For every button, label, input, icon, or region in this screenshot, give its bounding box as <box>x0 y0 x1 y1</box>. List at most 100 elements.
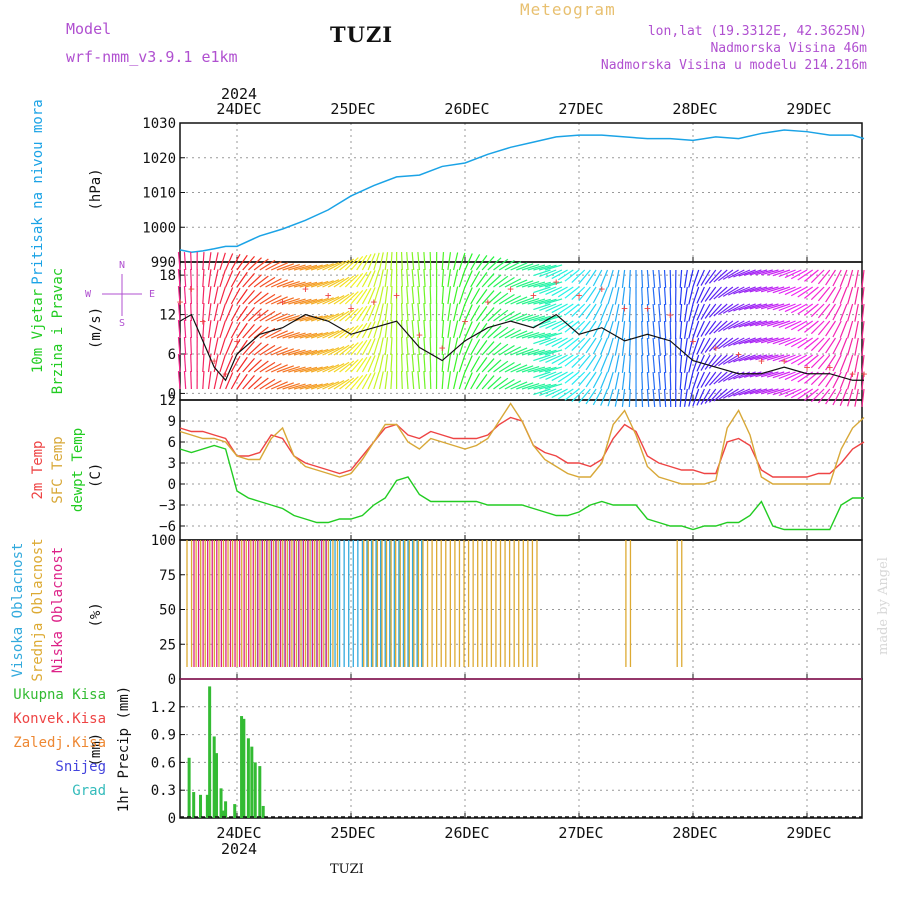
wind-barb <box>538 281 557 288</box>
wind-barb <box>510 330 528 339</box>
wind-barb <box>832 286 842 304</box>
wind-barb <box>276 382 294 390</box>
gust-marker: + <box>530 289 537 302</box>
wind-barb <box>578 371 591 387</box>
wind-barb <box>259 361 276 373</box>
wind-barb <box>804 286 819 299</box>
wind-barb <box>247 274 262 288</box>
y-tick-label: 990 <box>151 255 176 271</box>
wind-barb <box>663 354 667 374</box>
wind-barb <box>692 303 700 322</box>
compass-n: N <box>119 260 125 271</box>
wind-barb <box>527 383 546 390</box>
wind-barb <box>628 286 631 306</box>
wind-barb <box>270 364 288 373</box>
wind-barb <box>504 329 522 339</box>
date-label-bottom: 29DEC <box>786 824 831 842</box>
wind-barb <box>810 303 825 318</box>
wind-barb <box>510 313 528 322</box>
wind-barb <box>384 371 389 390</box>
y-tick-label: 12 <box>159 393 176 409</box>
wind-barb <box>447 252 452 271</box>
wind-barb <box>384 303 389 322</box>
wind-barb <box>658 303 661 322</box>
wind-barb <box>527 281 546 288</box>
wind-barb <box>760 354 779 361</box>
wind-barb <box>288 264 306 271</box>
wind-barb <box>516 314 534 322</box>
wind-barb <box>339 309 355 322</box>
wind-barb <box>423 354 426 373</box>
wind-barb <box>839 320 848 338</box>
wind-barb <box>621 303 626 322</box>
wind-barb <box>825 286 837 303</box>
wind-barb <box>177 371 181 390</box>
wind-barb <box>429 268 432 288</box>
wind-barb <box>225 253 234 271</box>
wind-barb <box>475 340 488 356</box>
y-tick-label: 75 <box>159 568 176 584</box>
wind-barb <box>453 320 459 339</box>
wind-barb <box>722 269 739 280</box>
wind-barb <box>333 259 350 271</box>
wind-barb <box>350 255 364 271</box>
wind-barb <box>183 269 187 288</box>
wind-barb <box>417 286 420 305</box>
precip-bar <box>250 746 254 818</box>
wind-barb <box>236 373 248 390</box>
wind-barb <box>207 303 212 322</box>
date-label-bottom: 26DEC <box>444 824 489 842</box>
wind-barb <box>778 286 796 295</box>
wind-barb <box>778 320 796 329</box>
wind-barb <box>692 320 700 339</box>
wind-barb <box>207 269 212 288</box>
wind-barb <box>527 349 546 356</box>
elevation-label: Nadmorska Visina 46m <box>710 41 867 56</box>
wind-barb <box>766 337 785 344</box>
wind-barb <box>504 295 522 305</box>
wind-barb <box>305 298 323 305</box>
wind-barb <box>621 388 626 407</box>
wind-barb <box>557 371 574 383</box>
wind-barb <box>790 388 808 399</box>
wind-barb <box>804 337 819 350</box>
wind-barb <box>190 268 192 288</box>
wind-barb <box>533 298 551 305</box>
compass-s: S <box>119 318 125 329</box>
wind-barb <box>225 372 234 390</box>
wind-barb <box>236 288 248 305</box>
wind-barb <box>276 280 294 288</box>
precip-legend-item: Snijeg <box>55 759 106 775</box>
wind-barb <box>406 371 409 390</box>
wind-barb <box>378 252 384 271</box>
wind-barb <box>344 291 359 305</box>
wind-barb <box>692 388 700 407</box>
wind-barb <box>564 286 580 299</box>
wind-barb <box>538 332 557 339</box>
wind-barb <box>299 366 318 373</box>
wind-barb <box>207 337 212 356</box>
wind-barb <box>592 371 603 389</box>
wind-barb <box>790 354 808 365</box>
wind-barb <box>749 269 768 276</box>
wind-barb <box>817 388 831 404</box>
wind-barb <box>282 348 300 356</box>
footer-station: TUZI <box>330 862 364 877</box>
wind-barb <box>663 371 667 391</box>
precip-bar <box>219 788 223 818</box>
wind-axis-label-1: 10m Vjetar <box>30 289 46 373</box>
year-label-bottom: 2024 <box>221 840 257 858</box>
wind-barb <box>713 354 728 368</box>
wind-barb <box>744 269 762 276</box>
wind-barb <box>772 388 791 396</box>
wind-barb <box>487 291 502 305</box>
wind-barb <box>658 388 661 407</box>
wind-barb <box>571 337 586 351</box>
wind-barb <box>361 372 372 390</box>
wind-barb <box>755 371 773 378</box>
wind-barb <box>533 332 551 339</box>
wind-barb <box>847 371 854 390</box>
wind-barb <box>339 377 355 390</box>
cloud-bars <box>186 540 683 667</box>
wind-barb <box>367 338 376 356</box>
